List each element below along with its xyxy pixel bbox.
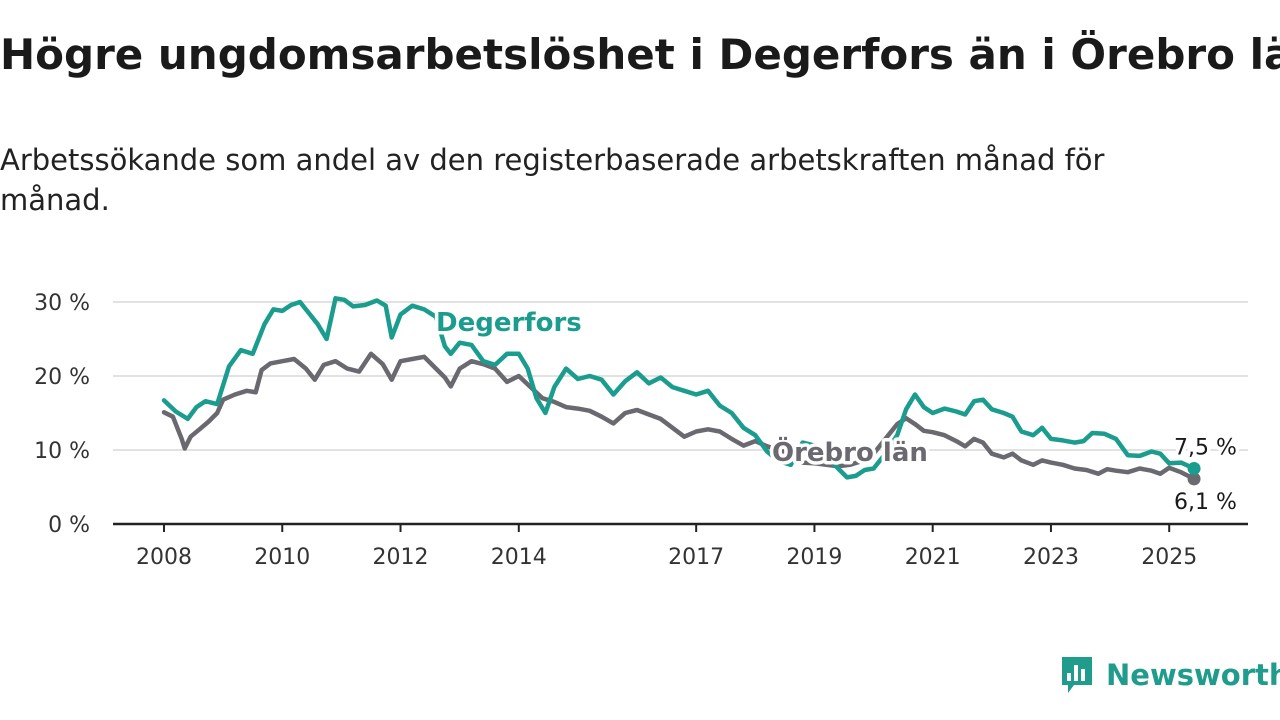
x-tick-label: 2010 [254, 545, 310, 570]
y-tick-label: 0 % [48, 513, 90, 538]
newsworthy-icon [1062, 657, 1092, 693]
x-axis: 2008 2010 2012 2014 2017 2019 2021 2023 2025 [113, 522, 1248, 570]
x-tick-label: 2025 [1141, 545, 1197, 570]
x-tick-label: 2023 [1023, 545, 1079, 570]
y-tick-label: 30 % [34, 291, 90, 316]
chart-subtitle: Arbetssökande som andel av den registerb… [0, 143, 1105, 217]
end-label-orebro: 6,1 %6,1 % [1171, 486, 1241, 518]
series-lines [161, 296, 1201, 486]
series-label-degerfors-text: Degerfors [436, 308, 582, 338]
series-label-degerfors-halo: Degerfors [436, 308, 582, 338]
x-tick-label: 2012 [373, 545, 429, 570]
end-label-degerfors-halo: 7,5 % [1174, 436, 1237, 461]
end-point-orebro [1187, 472, 1201, 486]
series-label-orebro-text: Örebro län [772, 435, 928, 468]
chart-title: Högre ungdomsarbetslöshet i Degerfors än… [0, 30, 1280, 79]
y-axis: 0 % 10 % 20 % 30 % [34, 291, 90, 538]
end-label-degerfors: 7,5 %7,5 % [1171, 432, 1241, 464]
end-label-degerfors-text: 7,5 % [1174, 436, 1237, 461]
x-tick-label: 2021 [905, 545, 961, 570]
end-label-orebro-text: 6,1 % [1174, 490, 1237, 515]
x-tick-label: 2014 [491, 545, 547, 570]
x-tick-label: 2019 [786, 545, 842, 570]
y-tick-label: 10 % [34, 439, 90, 464]
x-tick-label: 2017 [668, 545, 724, 570]
series-line-orebro [161, 351, 1197, 482]
end-label-orebro-halo: 6,1 % [1174, 490, 1237, 515]
x-tick-label: 2008 [136, 545, 192, 570]
grid-lines [113, 301, 1248, 451]
brand-name: Newsworthy [1106, 658, 1280, 692]
series-label-orebro-halo: Örebro län [772, 435, 928, 468]
end-point-degerfors [1187, 462, 1201, 475]
y-tick-label: 20 % [34, 365, 90, 390]
series-line-degerfors [161, 296, 1197, 480]
newsworthy-logo[interactable]: Newsworthy [1060, 655, 1280, 695]
